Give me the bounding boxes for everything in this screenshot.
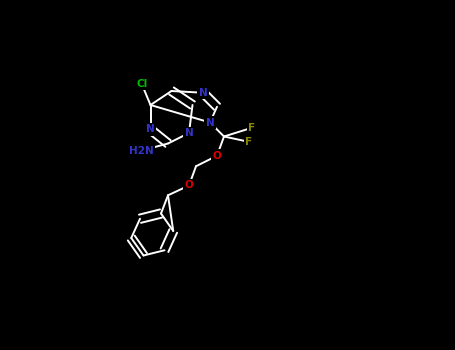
Text: F: F [245, 137, 252, 147]
Text: N: N [199, 88, 207, 98]
Text: H2N: H2N [129, 146, 154, 155]
Text: O: O [185, 181, 193, 190]
Text: N: N [185, 128, 193, 138]
Text: F: F [248, 123, 256, 133]
Text: Cl: Cl [136, 79, 147, 89]
Text: N: N [146, 125, 155, 134]
Text: N: N [206, 118, 214, 127]
Text: O: O [212, 151, 222, 161]
